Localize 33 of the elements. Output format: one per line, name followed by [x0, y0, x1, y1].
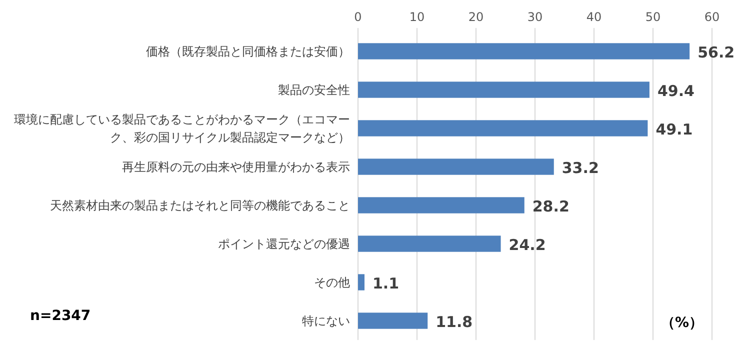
- y-tick-label: ポイント還元などの優遇: [218, 236, 350, 251]
- x-tick-label: 50: [645, 10, 661, 24]
- data-label: 33.2: [562, 158, 599, 177]
- x-tick-label: 10: [409, 10, 425, 24]
- data-label: 11.8: [436, 312, 473, 331]
- y-tick-label: 製品の安全性: [278, 82, 350, 97]
- x-tick-label: 0: [354, 10, 362, 24]
- data-label: 24.2: [508, 236, 546, 254]
- x-tick-label: 40: [586, 10, 602, 24]
- x-tick-label: 30: [527, 10, 543, 24]
- bar: [358, 120, 648, 136]
- bar: [358, 43, 690, 60]
- text: n=2347: [30, 308, 91, 324]
- data-label: 1.1: [372, 274, 400, 292]
- y-tick-label: 特にない: [302, 314, 350, 328]
- bar: [358, 82, 650, 98]
- y-tick-label: 天然素材由来の製品またはそれと同等の機能であること: [50, 198, 350, 212]
- x-tick-label: 20: [468, 10, 484, 24]
- y-tick-label: 価格（既存製品と同価格または安価）: [146, 44, 350, 58]
- data-label: 56.2: [698, 43, 735, 62]
- bar: [358, 158, 554, 175]
- data-label: 49.1: [656, 120, 693, 138]
- y-tick-label: その他: [314, 275, 350, 290]
- bar: [358, 312, 428, 329]
- bar: [358, 197, 524, 214]
- y-tick-label: 再生原料の元の由来や使用量がわかる表示: [122, 160, 350, 174]
- data-label: 49.4: [657, 82, 694, 100]
- bar: [358, 236, 501, 252]
- x-axis-title: （%）: [660, 314, 704, 331]
- data-label: 28.2: [532, 197, 570, 216]
- y-tick-label: 環境に配慮している製品であることがわかるマーク（エコマーク、彩の国リサイクル製品認定マークなど）: [14, 112, 350, 144]
- x-tick-label: 60: [704, 10, 720, 24]
- bar: [358, 274, 364, 290]
